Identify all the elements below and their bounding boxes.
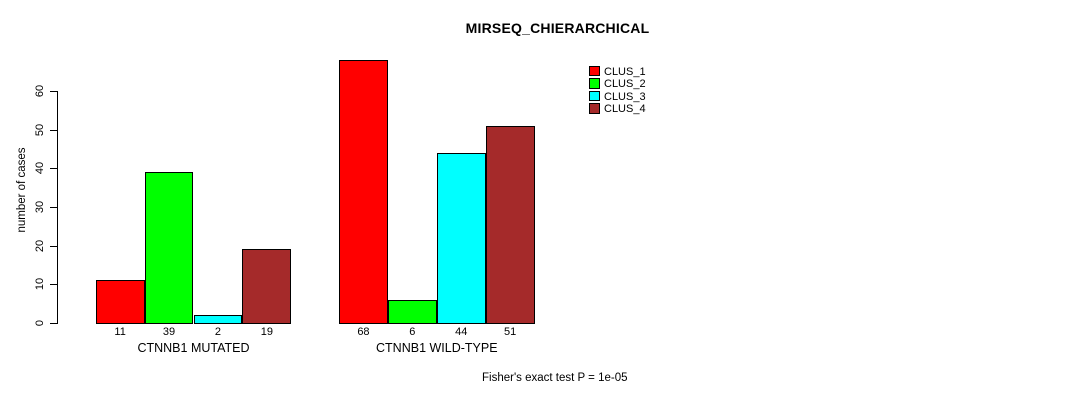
group-label-1: CTNNB1 MUTATED <box>137 341 250 355</box>
y-tick-label: 40 <box>34 162 46 175</box>
bar-value-label: 44 <box>455 326 468 338</box>
y-axis-tick <box>50 168 57 170</box>
legend-swatch-clus_2 <box>589 78 600 89</box>
bar-clus_3-group2 <box>436 152 486 324</box>
bar-value-label: 6 <box>409 326 416 338</box>
bar-clus_4-group2 <box>485 125 535 324</box>
y-tick-label: 50 <box>34 123 46 136</box>
fisher-test-annotation: Fisher's exact test P = 1e-05 <box>482 372 628 384</box>
legend-swatch-clus_3 <box>589 90 600 101</box>
y-axis-tick <box>50 90 57 92</box>
y-axis-label: number of cases <box>16 147 28 233</box>
bar-value-label: 19 <box>260 326 273 338</box>
y-tick-label: 10 <box>34 278 46 291</box>
legend-label-clus_3: CLUS_3 <box>604 90 646 103</box>
y-tick-label: 20 <box>34 239 46 252</box>
bar-clus_4-group1 <box>242 249 292 324</box>
y-axis-tick <box>50 129 57 131</box>
bar-value-label: 68 <box>357 326 370 338</box>
y-axis-line <box>57 90 58 324</box>
bar-clus_1-group1 <box>95 280 145 324</box>
y-tick-label: 60 <box>34 84 46 97</box>
legend-label-clus_4: CLUS_4 <box>604 103 646 115</box>
y-tick-label: 0 <box>34 319 46 327</box>
legend-swatch-clus_4 <box>589 103 600 114</box>
bar-value-label: 39 <box>162 326 176 338</box>
bar-clus_2-group1 <box>144 172 194 324</box>
y-axis-tick <box>50 245 57 247</box>
y-axis-tick <box>50 206 57 208</box>
bar-value-label: 11 <box>114 326 126 338</box>
chart-title: MIRSEQ_CHIERARCHICAL <box>465 20 650 36</box>
legend-label-clus_2: CLUS_2 <box>604 78 646 90</box>
bar-value-label: 2 <box>214 326 221 338</box>
group-label-2: CTNNB1 WILD-TYPE <box>376 341 498 355</box>
y-axis-tick <box>50 284 57 286</box>
bar-clus_1-group2 <box>339 59 388 324</box>
legend-swatch-clus_1 <box>589 65 600 76</box>
bar-value-label: 51 <box>504 326 517 338</box>
bar-clus_3-group1 <box>193 315 243 324</box>
y-tick-label: 30 <box>34 200 46 214</box>
legend-label-clus_1: CLUS_1 <box>604 65 646 78</box>
bar-clus_2-group2 <box>387 299 437 324</box>
y-axis-tick <box>50 323 57 324</box>
